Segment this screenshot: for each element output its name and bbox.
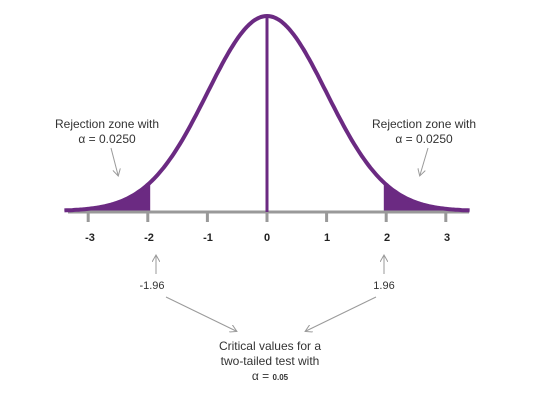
critical-value-left: -1.96 bbox=[139, 280, 165, 292]
right-zone-label: Rejection zone with α = 0.0250 bbox=[372, 117, 476, 147]
caption-line2: two-tailed test with bbox=[220, 354, 320, 368]
left-zone-line1: Rejection zone with bbox=[55, 117, 160, 131]
left-zone-label: Rejection zone with α = 0.0250 bbox=[55, 117, 159, 147]
critical-values-caption: Critical values for a two-tailed test wi… bbox=[200, 339, 340, 385]
tick-label: -3 bbox=[85, 232, 95, 244]
caption-line3: α = 0.05 bbox=[200, 369, 340, 385]
tick-label: 1 bbox=[323, 232, 331, 244]
right-zone-line2: α = 0.0250 bbox=[395, 132, 453, 146]
tick-label: -2 bbox=[144, 232, 154, 244]
tick-label: 2 bbox=[383, 232, 391, 244]
tick-marks bbox=[86, 211, 448, 222]
tick-label: 0 bbox=[263, 232, 271, 244]
left-zone-arrow bbox=[110, 147, 118, 175]
caption-alpha-prefix: α = bbox=[251, 369, 273, 383]
right-zone-line1: Rejection zone with bbox=[372, 117, 477, 131]
left-rejection-zone bbox=[64, 182, 151, 211]
tick-label: 3 bbox=[443, 232, 451, 244]
right-rejection-zone bbox=[383, 182, 470, 211]
tick-label: -1 bbox=[203, 232, 213, 244]
critical-value-right: 1.96 bbox=[373, 280, 395, 292]
left-zone-line2: α = 0.0250 bbox=[78, 132, 136, 146]
caption-left-arrow bbox=[165, 296, 236, 331]
caption-line1: Critical values for a bbox=[218, 339, 322, 353]
caption-alpha-value: 0.05 bbox=[272, 373, 289, 382]
right-zone-arrow bbox=[420, 147, 429, 175]
caption-right-arrow bbox=[306, 296, 377, 331]
